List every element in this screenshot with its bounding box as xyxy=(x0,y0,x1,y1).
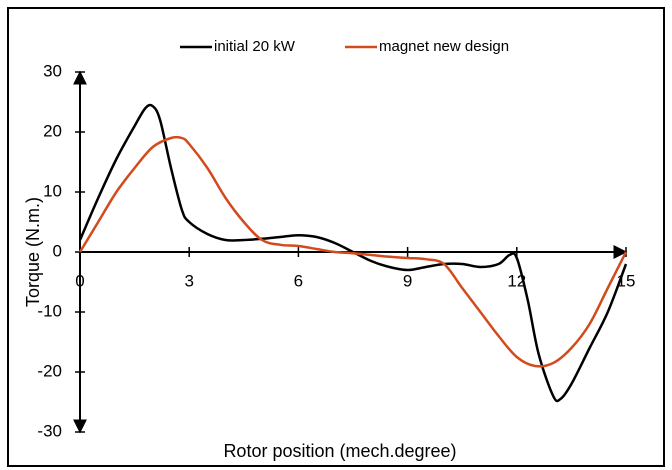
y-tick-label: -20 xyxy=(37,361,62,380)
y-tick-label: 30 xyxy=(43,61,62,80)
y-tick-label: 0 xyxy=(53,241,62,260)
legend-label: magnet new design xyxy=(379,38,509,55)
y-tick-label: -10 xyxy=(37,301,62,320)
y-tick-label: 10 xyxy=(43,181,62,200)
x-tick-label: 9 xyxy=(403,271,412,290)
y-tick-label: 20 xyxy=(43,121,62,140)
x-tick-label: 3 xyxy=(184,271,193,290)
y-axis-label: Torque (N.m.) xyxy=(23,197,43,307)
x-axis-label: Rotor position (mech.degree) xyxy=(223,441,456,461)
series-line xyxy=(78,135,628,368)
chart-border xyxy=(7,7,665,467)
legend-label: initial 20 kW xyxy=(214,38,296,55)
y-tick-label: -30 xyxy=(37,421,62,440)
x-tick-label: 6 xyxy=(294,271,303,290)
x-tick-label: 0 xyxy=(75,271,84,290)
